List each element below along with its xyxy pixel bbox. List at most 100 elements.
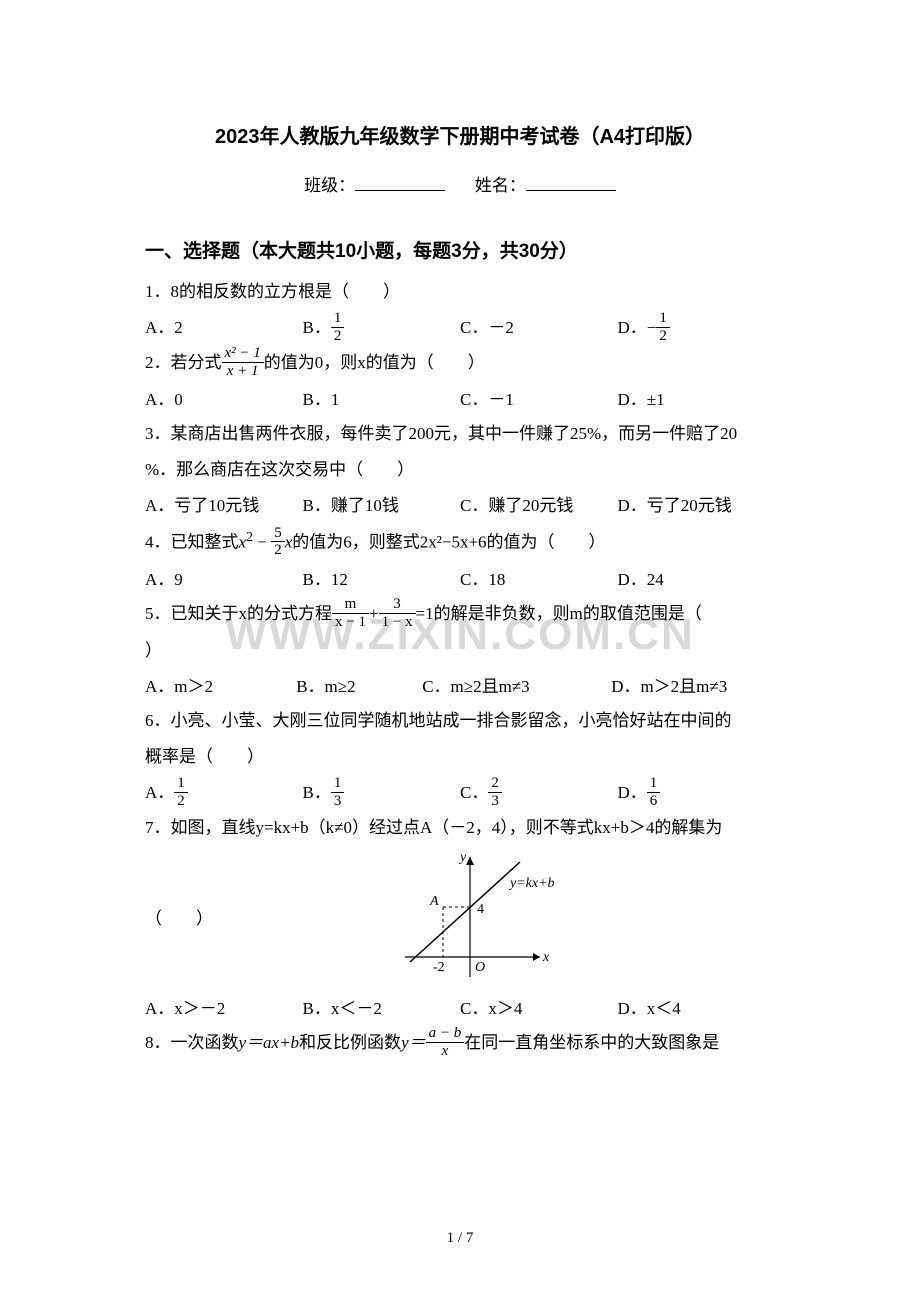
q3-opt-b: B．赚了10钱 [303, 489, 461, 523]
q8-pre: 8．一次函数 [145, 1033, 239, 1052]
x-axis-label: x [542, 950, 550, 965]
frac-num: 1 [331, 775, 345, 793]
class-label: 班级： [304, 176, 355, 195]
q1-text: 1．8的相反数的立方根是（ ） [145, 275, 775, 309]
q5-options: A．m＞2 B．m≥2 C．m≥2且m≠3 D．m＞2且m≠3 [145, 670, 775, 704]
frac: 16 [647, 775, 661, 809]
q4-pre: 4．已知整式 [145, 533, 239, 552]
frac-num: 1 [174, 775, 188, 793]
q7-row: （ ） A 4 -2 O x y y=kx+b [145, 847, 775, 992]
frac-den: x − 1 [332, 614, 369, 631]
q3-opt-c: C．赚了20元钱 [460, 489, 618, 523]
q4-minus: − [253, 533, 271, 552]
q2-opt-a: A．0 [145, 383, 303, 417]
q3-line1: 3．某商店出售两件衣服，每件卖了200元，其中一件赚了25%，而另一件赔了20 [145, 417, 775, 451]
q7-opt-a: A．x＞－2 [145, 992, 303, 1026]
q5-opt-c: C．m≥2且m≠3 [422, 670, 611, 704]
q8-frac: a − bx [426, 1025, 465, 1059]
q8-y2: y＝ [401, 1033, 426, 1052]
q1-opt-a: A．2 [145, 311, 303, 346]
q4-x: x [239, 533, 247, 552]
q3-options: A．亏了10元钱 B．赚了10钱 C．赚了20元钱 D．亏了20元钱 [145, 489, 775, 523]
frac-num: 5 [271, 525, 285, 543]
class-blank [355, 173, 445, 191]
frac-den: 6 [647, 793, 661, 810]
q6-line1: 6．小亮、小莹、大刚三位同学随机地站成一排合影留念，小亮恰好站在中间的 [145, 704, 775, 738]
q7-opt-d: D．x＜4 [618, 992, 776, 1026]
q2-opt-c: C．－1 [460, 383, 618, 417]
q7-graph: A 4 -2 O x y y=kx+b [365, 847, 565, 992]
x-val-label: -2 [433, 960, 445, 975]
q4-frac: 52 [271, 525, 285, 559]
opt-prefix: A． [145, 783, 174, 802]
frac-num: x² − 1 [222, 345, 264, 363]
q5-text: 5．已知关于x的分式方程mx − 1+31 − x=1的解是非负数，则m的取值范… [145, 597, 775, 632]
name-label: 姓名： [475, 176, 526, 195]
origin-label: O [475, 960, 485, 975]
meta-line: 班级： 姓名： [145, 171, 775, 196]
q4-opt-c: C．18 [460, 563, 618, 597]
frac-den: 3 [488, 793, 502, 810]
q6-opt-d: D．16 [618, 776, 776, 811]
frac-den: 3 [331, 793, 345, 810]
q5-opt-b: B．m≥2 [296, 670, 422, 704]
frac-den: x [426, 1043, 465, 1060]
frac-den: 2 [271, 542, 285, 559]
q1-options: A．2 B．12 C．－2 D．−12 [145, 311, 775, 346]
frac-den: x + 1 [222, 363, 264, 380]
q5-plus: + [369, 604, 379, 623]
frac-den: 2 [331, 328, 345, 345]
q7-text: 7．如图，直线y=kx+b（k≠0）经过点A（－2，4），则不等式kx+b＞4的… [145, 811, 775, 845]
q8-post: 在同一直角坐标系中的大致图象是 [464, 1033, 719, 1052]
a-label: A [429, 894, 439, 909]
q8-mid: 和反比例函数 [299, 1033, 401, 1052]
q4-options: A．9 B．12 C．18 D．24 [145, 563, 775, 597]
q3-opt-a: A．亏了10元钱 [145, 489, 303, 523]
q1-d-prefix: D． [618, 318, 647, 337]
q5-pre: 5．已知关于x的分式方程 [145, 604, 332, 623]
section-1-header: 一、选择题（本大题共10小题，每题3分，共30分） [145, 236, 775, 263]
name-blank [526, 173, 616, 191]
frac-num: 2 [488, 775, 502, 793]
q1-b-prefix: B． [303, 318, 331, 337]
q1-opt-d: D．−12 [618, 311, 776, 346]
content: 2023年人教版九年级数学下册期中考试卷（A4打印版） 班级： 姓名： 一、选择… [145, 120, 775, 1061]
opt-prefix: B． [303, 783, 331, 802]
frac: 13 [331, 775, 345, 809]
q5-eq: =1的解是非负数，则m的取值范围是（ [416, 604, 702, 623]
line-label: y=kx+b [508, 876, 555, 891]
q3-line2: %．那么商店在这次交易中（ ） [145, 453, 775, 487]
y-axis-label: y [458, 850, 467, 865]
q7-paren: （ ） [145, 902, 365, 936]
frac-den: 2 [656, 328, 670, 345]
q7-opt-b: B．x＜－2 [303, 992, 461, 1026]
q1-b-frac: 12 [331, 310, 345, 344]
q1-d-frac: 12 [656, 310, 670, 344]
frac-num: a − b [426, 1025, 465, 1043]
q1-opt-c: C．－2 [460, 311, 618, 346]
q8-yax: y＝ax+b [239, 1033, 300, 1052]
q6-opt-a: A．12 [145, 776, 303, 811]
page-title: 2023年人教版九年级数学下册期中考试卷（A4打印版） [145, 120, 775, 149]
q3-opt-d: D．亏了20元钱 [618, 489, 776, 523]
opt-prefix: D． [618, 783, 647, 802]
q2-options: A．0 B．1 C．－1 D．±1 [145, 383, 775, 417]
frac-num: 1 [656, 310, 670, 328]
q1-opt-b: B．12 [303, 311, 461, 346]
x-arrow [533, 953, 540, 961]
q4-post: 的值为6，则整式2x²−5x+6的值为（ ） [292, 533, 605, 552]
q5-opt-d: D．m＞2且m≠3 [611, 670, 775, 704]
graph-line [410, 862, 520, 962]
q2-frac: x² − 1x + 1 [222, 345, 264, 379]
q6-line2: 概率是（ ） [145, 740, 775, 774]
q2-pre: 2．若分式 [145, 353, 222, 372]
frac-num: m [332, 596, 369, 614]
frac-den: 1 − x [379, 614, 416, 631]
q2-opt-d: D．±1 [618, 383, 776, 417]
q7-opt-c: C．x＞4 [460, 992, 618, 1026]
q4-opt-d: D．24 [618, 563, 776, 597]
y-arrow [466, 857, 474, 865]
frac-num: 1 [331, 310, 345, 328]
q8-text: 8．一次函数y＝ax+b和反比例函数y＝a − bx在同一直角坐标系中的大致图象… [145, 1026, 775, 1061]
q5-frac1: mx − 1 [332, 596, 369, 630]
